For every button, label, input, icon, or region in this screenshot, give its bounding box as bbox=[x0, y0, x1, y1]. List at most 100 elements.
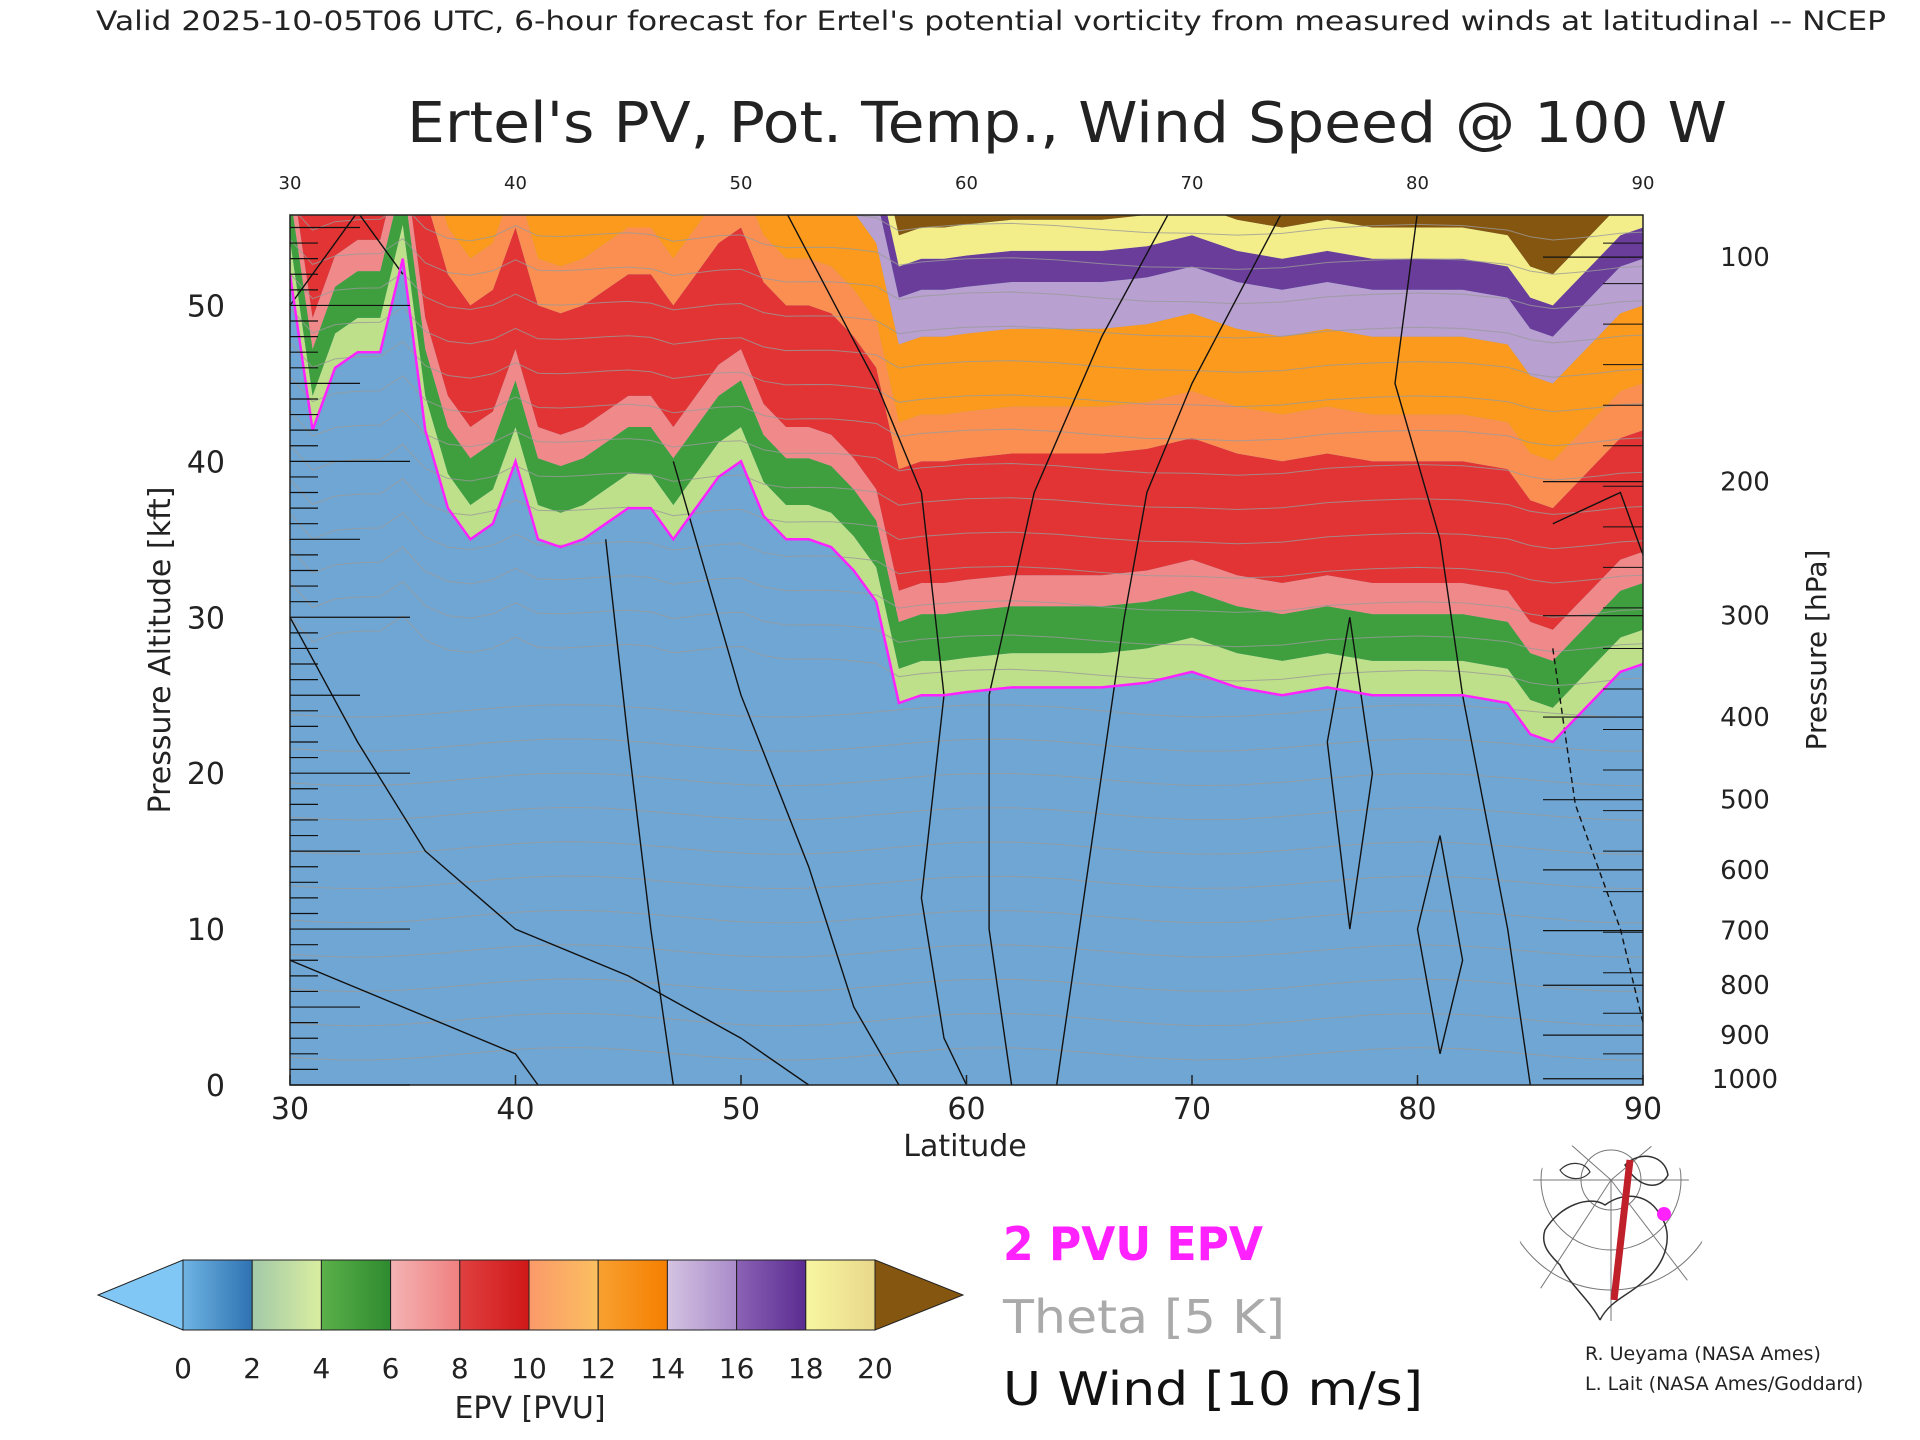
theta-contour bbox=[290, 978, 1643, 993]
valid-time-header: Valid 2025-10-05T06 UTC, 6-hour forecast… bbox=[96, 6, 1886, 37]
legend-item: 2 PVU EPV bbox=[1003, 1217, 1263, 1271]
u-wind-contour bbox=[1056, 215, 1282, 1085]
theta-contour bbox=[290, 875, 1643, 890]
top-tick-label: 80 bbox=[1406, 173, 1429, 194]
epv-band-2-4 bbox=[290, 224, 1643, 742]
pressure-tick-label: 900 bbox=[1720, 1021, 1770, 1051]
x-tick-label: 60 bbox=[947, 1092, 985, 1127]
u-wind-contour bbox=[672, 461, 900, 1085]
pressure-tick-label: 1000 bbox=[1712, 1065, 1778, 1095]
colorbar-tick-label: 4 bbox=[312, 1352, 330, 1385]
theta-contour bbox=[290, 409, 1643, 481]
pressure-tick-label: 500 bbox=[1720, 786, 1770, 816]
theta-contour bbox=[290, 806, 1643, 821]
top-tick-label: 50 bbox=[730, 173, 753, 194]
epv-band-16-18 bbox=[880, 215, 1643, 337]
colorbar-tick-label: 8 bbox=[451, 1352, 469, 1385]
theta-contour bbox=[290, 841, 1643, 855]
theta-contour bbox=[290, 375, 1643, 447]
colorbar-segment bbox=[528, 1259, 599, 1331]
colorbar-tick-label: 6 bbox=[382, 1352, 400, 1385]
theta-contour bbox=[290, 340, 1643, 413]
epv-band-8-10 bbox=[297, 215, 1643, 630]
u-wind-contour bbox=[1552, 491, 1643, 556]
colorbar-segment bbox=[666, 1259, 738, 1331]
tropopause-2pvu-line bbox=[290, 258, 1643, 744]
colorbar-tick-label: 14 bbox=[650, 1352, 686, 1385]
colorbar-segment bbox=[251, 1259, 322, 1331]
theta-contour bbox=[290, 443, 1643, 515]
u-wind-contour bbox=[988, 215, 1169, 1085]
theta-contour bbox=[290, 944, 1643, 958]
u-wind-contour bbox=[1416, 835, 1464, 1054]
theta-contour bbox=[290, 546, 1643, 618]
colorbar-tick-label: 18 bbox=[788, 1352, 824, 1385]
x-tick-label: 50 bbox=[722, 1092, 760, 1127]
epv-band-14-16 bbox=[856, 215, 1643, 384]
u-wind-contour bbox=[290, 959, 539, 1085]
epv-band-6-8 bbox=[293, 215, 1643, 661]
y-tick-label: 0 bbox=[206, 1069, 225, 1104]
theta-contour bbox=[298, 215, 1643, 275]
u-wind-contour-negative bbox=[1552, 648, 1643, 1023]
colorbar-tick-label: 16 bbox=[719, 1352, 755, 1385]
theta-contour bbox=[290, 580, 1643, 653]
u-wind-contour bbox=[1326, 617, 1374, 930]
colorbar-tick-label: 2 bbox=[243, 1352, 261, 1385]
top-axis-ticks: 30 40 50 60 70 80 90 bbox=[279, 173, 1655, 194]
y-tick-label: 10 bbox=[187, 913, 225, 948]
theta-contour bbox=[290, 909, 1643, 924]
u-wind-contour bbox=[290, 616, 810, 1085]
y-tick-label: 30 bbox=[187, 601, 225, 636]
theta-contour bbox=[290, 306, 1643, 378]
top-tick-label: 40 bbox=[504, 173, 527, 194]
y-axis-label-right: Pressure [hPa] bbox=[1800, 550, 1833, 751]
pressure-tick-label: 700 bbox=[1720, 917, 1770, 947]
legend-item: U Wind [10 m/s] bbox=[1003, 1362, 1423, 1416]
theta-contour bbox=[290, 237, 1643, 310]
x-tick-label: 90 bbox=[1624, 1092, 1662, 1127]
plot-area bbox=[290, 215, 1643, 1085]
colorbar-tick-label: 20 bbox=[857, 1352, 893, 1385]
colorbar-label: EPV [PVU] bbox=[454, 1391, 605, 1426]
y-tick-label: 40 bbox=[187, 445, 225, 480]
colorbar-tick-label: 12 bbox=[580, 1352, 616, 1385]
colorbar-segment bbox=[320, 1259, 392, 1331]
epv-band-18-20 bbox=[887, 215, 1643, 306]
top-tick-label: 60 bbox=[955, 173, 978, 194]
colorbar-segment bbox=[390, 1259, 461, 1331]
chart-title: Ertel's PV, Pot. Temp., Wind Speed @ 100… bbox=[407, 91, 1727, 156]
theta-contour bbox=[290, 615, 1643, 687]
top-tick-label: 30 bbox=[279, 173, 302, 194]
bottom-axis-ticks: 30 40 50 60 70 80 90 bbox=[271, 1075, 1662, 1127]
colorbar-under-triangle bbox=[96, 1259, 184, 1331]
x-tick-label: 30 bbox=[271, 1092, 309, 1127]
colorbar-segment bbox=[805, 1259, 876, 1331]
colorbar-tick-label: 0 bbox=[174, 1352, 192, 1385]
theta-contour bbox=[290, 1012, 1643, 1027]
theta-contours bbox=[290, 215, 1643, 1061]
colorbar-segment bbox=[182, 1259, 253, 1331]
locator-map bbox=[1519, 1137, 1703, 1321]
pressure-tick-label: 100 bbox=[1720, 243, 1770, 273]
theta-contour bbox=[847, 215, 1643, 241]
colorbar-tick-label: 10 bbox=[511, 1352, 547, 1385]
epv-band->20 bbox=[894, 215, 1610, 275]
pressure-tick-label: 200 bbox=[1720, 468, 1770, 498]
credit-line-1: R. Ueyama (NASA Ames) bbox=[1585, 1343, 1821, 1365]
contour-legend: 2 PVU EPV Theta [5 K] U Wind [10 m/s] bbox=[1002, 1217, 1423, 1416]
u-wind-contour bbox=[1394, 215, 1531, 1085]
theta-contour bbox=[290, 272, 1643, 344]
u-wind-contours bbox=[290, 215, 1643, 1085]
y-tick-label: 50 bbox=[187, 289, 225, 324]
left-axis-ticks: 0 10 20 30 40 50 bbox=[187, 226, 410, 1104]
right-axis-ticks: 100 200 300 400 500 600 700 800 900 1000 bbox=[1543, 242, 1778, 1095]
x-tick-label: 40 bbox=[496, 1092, 534, 1127]
theta-contour bbox=[290, 512, 1643, 584]
theta-contour bbox=[290, 704, 1643, 718]
colorbar-segment bbox=[459, 1259, 530, 1331]
u-wind-contour bbox=[605, 539, 674, 1085]
y-axis-label-left: Pressure Altitude [kft] bbox=[143, 487, 178, 814]
top-tick-label: 70 bbox=[1181, 173, 1204, 194]
